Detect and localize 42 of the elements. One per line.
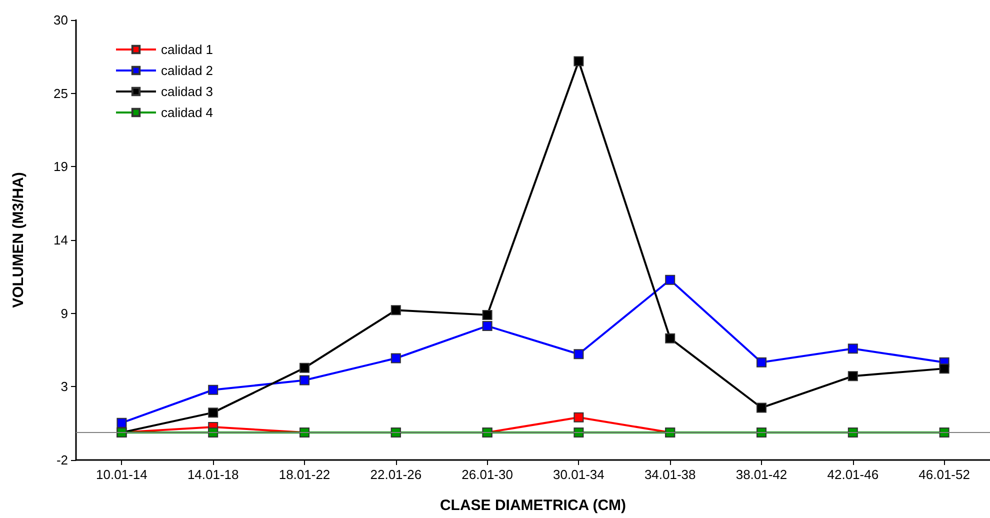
legend-label: calidad 4 — [161, 105, 214, 120]
x-tick-label: 30.01-34 — [553, 467, 604, 482]
x-tick-label: 42.01-46 — [827, 467, 879, 482]
x-tick-label: 18.01-22 — [278, 467, 330, 482]
y-tick-label: 25 — [54, 86, 68, 101]
point — [390, 353, 401, 364]
point — [482, 320, 492, 331]
legend-label: calidad 1 — [161, 42, 214, 57]
point — [665, 274, 676, 285]
y-tick-label: 9 — [60, 306, 68, 321]
point — [300, 375, 310, 386]
point — [574, 412, 584, 422]
y-tick-label: 14 — [54, 232, 68, 248]
x-tick-label: 46.01-52 — [918, 467, 970, 482]
y-tick-label: 19 — [54, 159, 68, 174]
point — [939, 364, 950, 374]
y-axis-title: VOLUMEN (M3/HA) — [10, 172, 27, 308]
x-axis-title: CLASE DIAMETRICA (CM) — [440, 497, 626, 514]
point — [208, 384, 218, 395]
point — [848, 344, 858, 354]
point — [390, 305, 401, 316]
point — [208, 408, 218, 418]
x-tick-label: 22.01-26 — [370, 467, 422, 482]
point — [300, 362, 310, 373]
point — [665, 333, 676, 344]
point — [574, 56, 584, 66]
point — [116, 418, 127, 428]
legend-label: calidad 2 — [161, 63, 214, 78]
y-tick-label: 30 — [54, 12, 68, 28]
x-tick-label: 26.01-30 — [462, 467, 513, 482]
point — [574, 349, 584, 360]
point — [482, 310, 492, 320]
point — [848, 371, 858, 382]
x-tick-label: 14.01-18 — [187, 467, 239, 482]
x-tick-label: 38.01-42 — [736, 467, 788, 482]
y-tick-label: 3 — [60, 379, 68, 394]
point — [756, 357, 766, 368]
y-tick-label: -2 — [56, 452, 68, 468]
legend-label: calidad 3 — [161, 84, 214, 99]
point — [756, 402, 766, 413]
x-tick-label: 10.01-14 — [96, 467, 148, 482]
x-tick-label: 34.01-38 — [644, 467, 696, 482]
